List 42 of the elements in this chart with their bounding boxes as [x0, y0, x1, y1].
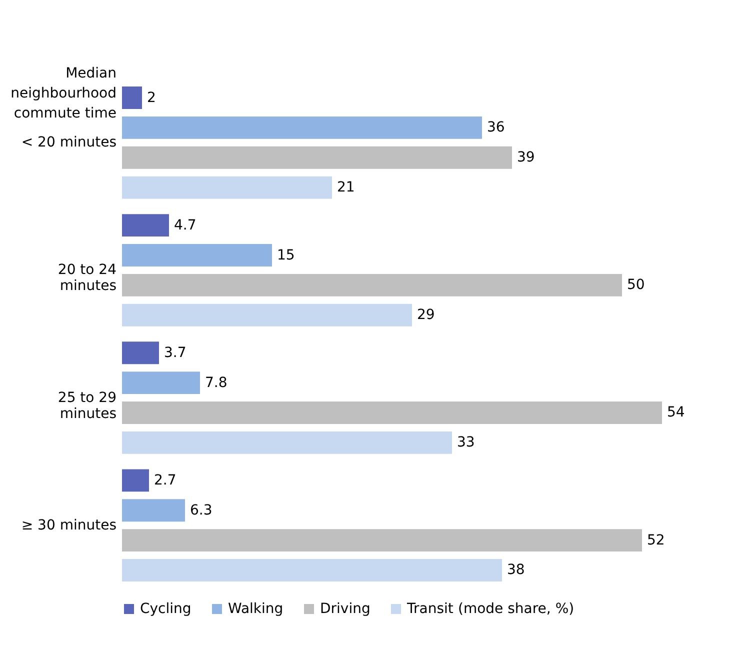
legend-label: Driving	[320, 601, 370, 617]
bar	[122, 342, 159, 364]
y-tick-label: 20 to 24 minutes	[58, 262, 117, 294]
data-label: 4.7	[174, 217, 196, 234]
bar	[122, 116, 482, 139]
bar	[122, 214, 169, 237]
data-label: 50	[627, 277, 645, 294]
data-label: 6.3	[190, 502, 212, 518]
bar	[122, 499, 185, 522]
bar	[122, 529, 642, 552]
legend-label: Transit	[406, 601, 454, 617]
bar	[122, 304, 412, 326]
data-label: 38	[507, 562, 525, 578]
bar	[122, 86, 142, 109]
data-label: 36	[487, 120, 505, 136]
data-label: 7.8	[205, 374, 228, 391]
y-tick-label: 25 to 29 minutes	[58, 390, 116, 422]
data-label: 29	[417, 307, 435, 324]
data-label: 15	[277, 247, 295, 264]
data-label: 3.7	[164, 344, 186, 361]
bar	[122, 176, 332, 199]
bar	[122, 559, 502, 582]
bar	[122, 402, 662, 424]
data-label: 33	[457, 434, 475, 451]
bar	[122, 372, 200, 394]
legend-label: Walking	[228, 601, 284, 617]
data-label: 2	[147, 90, 156, 106]
y-axis-title: Median neighbourhood commute time	[10, 66, 116, 122]
bar	[122, 146, 512, 169]
bar	[122, 274, 622, 296]
data-label: 21	[337, 180, 355, 196]
data-label: 39	[517, 150, 535, 166]
y-tick-label: < 20 minutes	[21, 134, 116, 151]
y-tick-label: ≥ 30 minutes	[21, 517, 116, 534]
bar	[122, 469, 149, 492]
data-label: 52	[647, 532, 665, 548]
data-label: 54	[667, 404, 685, 421]
legend-title: (mode share, %)	[458, 601, 574, 617]
legend-label: Cycling	[140, 601, 192, 617]
bar	[122, 431, 452, 454]
data-label: 2.7	[154, 472, 176, 488]
bar	[122, 244, 272, 266]
